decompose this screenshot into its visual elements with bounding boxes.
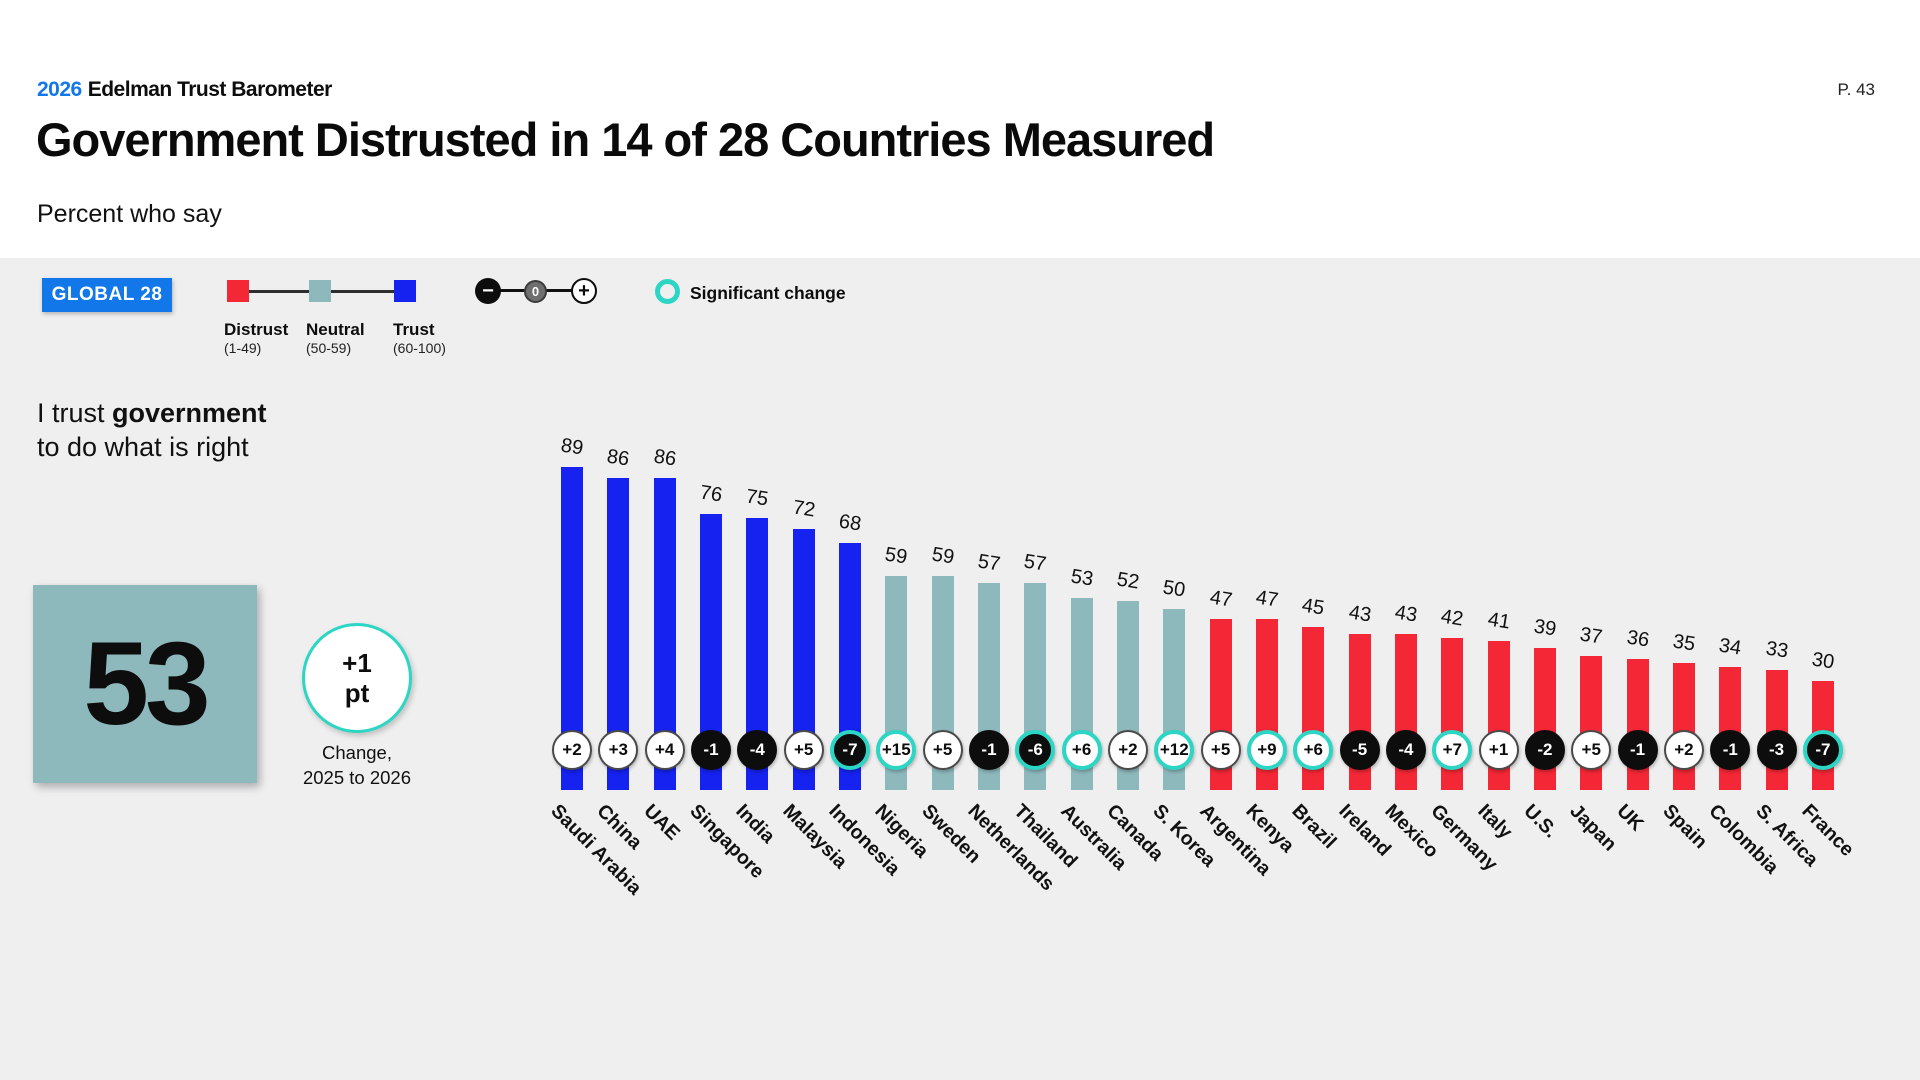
change-circle-australia: +6 [1061,730,1102,770]
logo-brand: Edelman Trust Barometer [87,78,333,101]
global-change-value: +1 [342,648,372,678]
legend-trust-range: (60-100) [393,340,446,356]
change-circle-brazil: +6 [1293,730,1334,770]
page-title: Government Distrusted in 14 of 28 Countr… [36,113,1215,166]
change-circle-ireland: -5 [1339,730,1380,770]
value-label-indonesia: 68 [837,510,863,536]
change-circle-spain: +2 [1663,730,1704,770]
change-circle-malaysia: +5 [783,730,824,770]
significant-change-label: Significant change [690,283,846,303]
zero-circle-icon: 0 [524,280,547,303]
legend-neutral-range: (50-59) [306,340,352,356]
change-circle-uk: -1 [1617,730,1658,770]
global-28-button[interactable]: GLOBAL 28 [42,278,172,312]
legend-neutral-swatch [309,280,331,302]
statement-bold-word: government [112,398,267,428]
change-circle-china: +3 [598,730,639,770]
change-circle-u-s: -2 [1524,730,1565,770]
legend-distrust-swatch [227,280,249,302]
change-circle-indonesia: -7 [829,730,870,770]
change-caption: Change, 2025 to 2026 [302,742,412,788]
legend-connector-line [331,290,394,293]
legend-neutral-label: Neutral (50-59) [306,320,365,356]
change-circle-argentina: +5 [1200,730,1241,770]
change-circle-canada: +2 [1107,730,1148,770]
edelman-logo: 2026 Edelman Trust Barometer [37,78,332,102]
legend-trust-label: Trust (60-100) [393,320,446,356]
value-label-france: 30 [1810,648,1836,674]
country-label-spain: Spain [1658,800,1712,854]
change-circle-france: -7 [1802,730,1843,770]
legend-distrust-label: Distrust (1-49) [224,320,289,356]
change-circle-netherlands: -1 [968,730,1009,770]
change-circle-india: -4 [737,730,778,770]
change-circle-mexico: -4 [1385,730,1426,770]
bar-spain [1672,662,1695,790]
bar-china [607,477,630,790]
country-label-brazil: Brazil [1287,800,1341,854]
plus-circle-icon: + [571,278,597,304]
bar-colombia [1719,666,1742,790]
legend-connector-line [249,290,309,293]
change-circle-saudi-arabia: +2 [552,730,592,770]
logo-year: 2026 [37,78,82,101]
global-score-tile: 53 [33,585,257,783]
legend-trust-swatch [394,280,416,302]
change-circle-colombia: -1 [1710,730,1751,770]
bar-indonesia [838,543,861,790]
global-change-unit: pt [344,678,370,708]
change-circle-germany: +7 [1432,730,1473,770]
bar-singapore [699,514,722,790]
significant-change-ring-icon [655,279,680,304]
global-score-value: 53 [83,618,210,750]
minus-circle-icon: − [475,278,501,304]
country-label-japan: Japan [1565,800,1622,856]
page-number: P. 43 [1837,80,1875,99]
change-circle-nigeria: +15 [876,730,917,770]
change-circle-japan: +5 [1571,730,1612,770]
change-circle-singapore: -1 [690,730,731,770]
survey-statement: I trust government to do what is right [37,398,267,462]
global-change-circle: +1 pt [302,623,412,733]
change-circle-s-korea: +12 [1154,730,1195,770]
bar-saudi-arabia [561,466,583,790]
change-circle-uae: +4 [644,730,685,770]
change-circle-italy: +1 [1478,730,1519,770]
country-label-u-s: U.S. [1519,800,1562,843]
bar-india [746,517,769,790]
change-circle-thailand: -6 [1015,730,1056,770]
bar-uk [1626,659,1649,790]
change-circle-s-africa: -3 [1756,730,1797,770]
change-circle-kenya: +9 [1246,730,1287,770]
legend-distrust-range: (1-49) [224,340,262,356]
page-subtitle: Percent who say [37,200,222,228]
bar-uae [653,477,676,790]
country-label-uk: UK [1612,800,1648,836]
change-circle-sweden: +5 [922,730,963,770]
bar-malaysia [792,528,815,790]
